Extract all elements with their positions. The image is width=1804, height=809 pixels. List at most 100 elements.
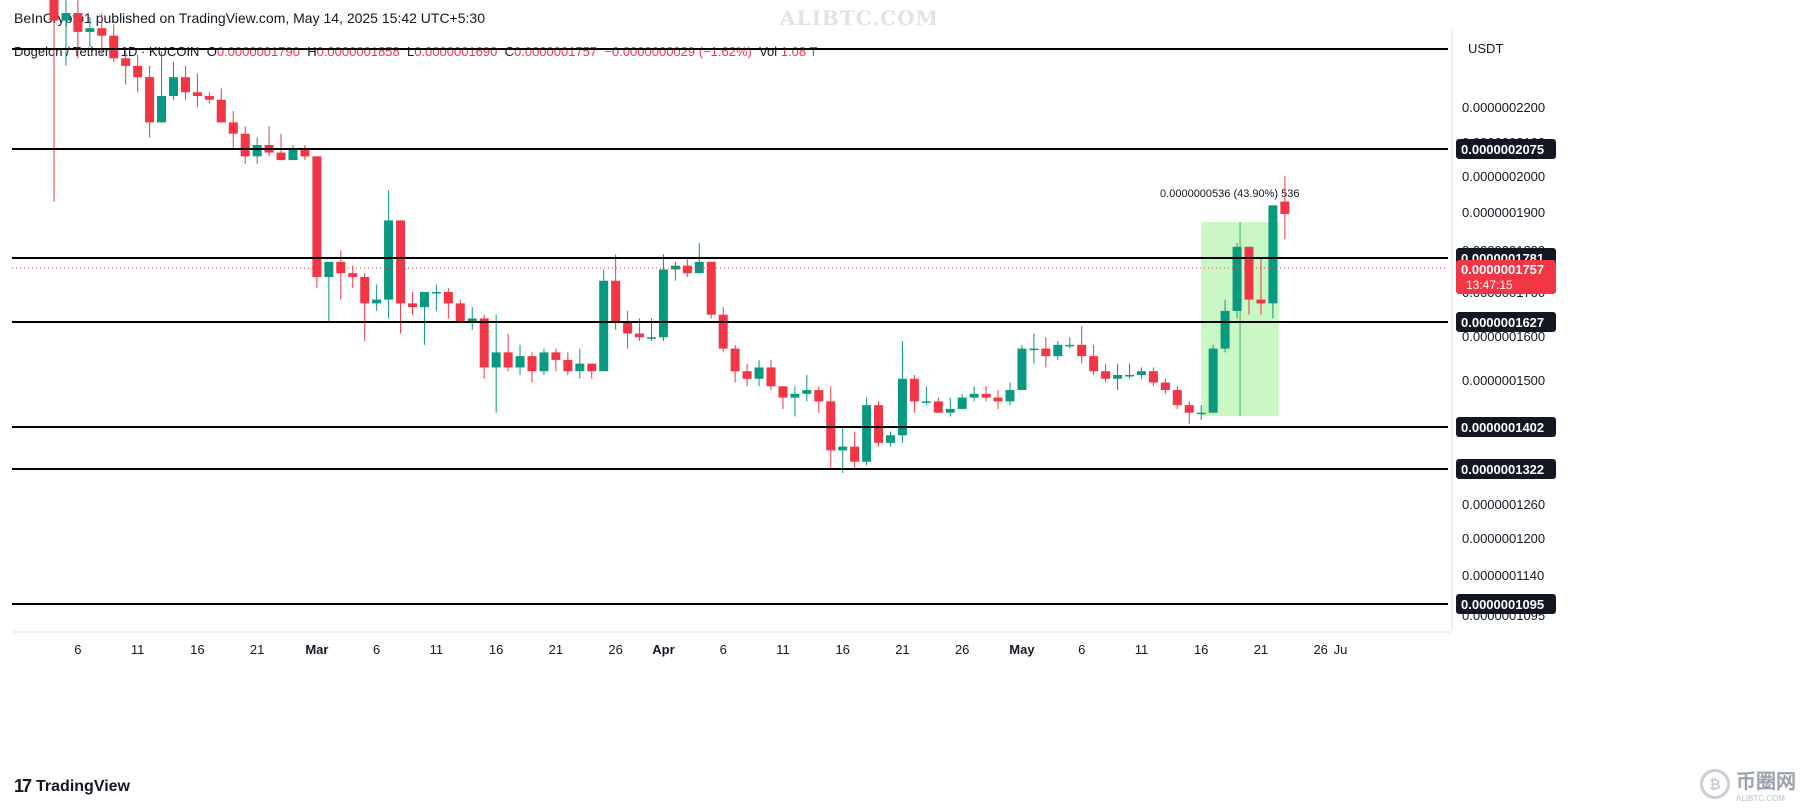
candle-body: [1113, 374, 1123, 379]
volume-label: Vol: [759, 44, 778, 59]
candle-body: [1268, 205, 1278, 304]
candle-body: [133, 65, 143, 78]
candle-body: [969, 393, 979, 398]
time-tick-label: 11: [1135, 642, 1149, 657]
candle-body: [169, 77, 178, 97]
candle-body: [921, 401, 931, 403]
candle-body: [658, 269, 668, 338]
candle-body: [754, 367, 764, 379]
candle-body: [682, 265, 692, 274]
candle-body: [384, 220, 394, 300]
current-price-tag: [1456, 260, 1556, 294]
price-tick-label: 0.0000001500: [1462, 373, 1545, 388]
candle-body: [563, 359, 573, 372]
time-tick-label: 16: [190, 642, 204, 657]
level-price-label: 0.0000001402: [1461, 420, 1544, 435]
time-tick-label: 21: [250, 642, 264, 657]
countdown-label: 13:47:15: [1466, 278, 1513, 292]
candle-body: [826, 401, 836, 451]
candle-body: [575, 363, 585, 372]
candle-body: [981, 393, 991, 398]
close-value: 0.0000001757: [514, 44, 598, 59]
candle-body: [443, 292, 453, 304]
close-label: C: [504, 44, 514, 59]
candle-body: [897, 378, 907, 436]
candle-body: [180, 77, 190, 93]
time-tick-label: 11: [430, 642, 444, 657]
candle-body: [945, 408, 955, 413]
time-tick-label: May: [1009, 642, 1035, 657]
candle-body: [814, 390, 824, 402]
candle-body: [1005, 390, 1015, 402]
tradingview-logo[interactable]: 17 TradingView: [14, 776, 130, 797]
current-price-label: 0.0000001757: [1461, 262, 1544, 277]
candle-body: [1041, 348, 1051, 357]
volume-value: 1.08 T: [780, 44, 818, 59]
time-tick-label: 11: [776, 642, 790, 657]
tradingview-brand: TradingView: [36, 777, 130, 795]
candle-body: [1256, 299, 1266, 304]
candle-body: [730, 348, 740, 372]
candle-body: [1280, 201, 1290, 215]
time-tick-label: 21: [1254, 642, 1268, 657]
price-tick-label: 0.0000002200: [1462, 100, 1545, 115]
candle-body: [1184, 405, 1194, 413]
candle-body: [551, 352, 561, 360]
level-price-label: 0.0000002075: [1461, 142, 1544, 157]
candle-body: [599, 280, 609, 372]
candle-body: [85, 28, 95, 32]
candle-body: [228, 122, 238, 134]
symbol-title[interactable]: Dogelon / Tether · 1D · KUCOIN: [14, 44, 200, 59]
candle-body: [360, 276, 370, 304]
candle-body: [1029, 348, 1039, 351]
candle-body: [1196, 412, 1206, 415]
candle-body: [216, 99, 226, 123]
candle-body: [670, 265, 680, 270]
low-label: L: [406, 44, 415, 59]
time-tick-label: 6: [1078, 642, 1085, 657]
candle-body: [527, 356, 537, 372]
time-tick-label: Ju: [1334, 642, 1348, 657]
candle-body: [706, 261, 716, 315]
candle-body: [348, 273, 358, 277]
candle-body: [874, 405, 884, 443]
candle-body: [694, 261, 704, 274]
candle-body: [1077, 344, 1087, 357]
time-tick-label: 26: [608, 642, 622, 657]
time-tick-label: 16: [489, 642, 503, 657]
candle-body: [1125, 374, 1134, 377]
candle-body: [1089, 356, 1099, 372]
candle-body: [419, 292, 429, 308]
time-tick-label: 6: [373, 642, 380, 657]
level-price-label: 0.0000001095: [1461, 597, 1544, 612]
candle-body: [1017, 348, 1027, 391]
price-tick-label: 0.0000001900: [1462, 205, 1545, 220]
time-tick-label: 6: [720, 642, 727, 657]
candle-body: [766, 367, 776, 387]
level-price-label: 0.0000001322: [1461, 462, 1544, 477]
candle-body: [886, 435, 895, 443]
measure-label: 0.0000000536 (43.90%) 536: [1160, 188, 1299, 200]
time-tick-label: 21: [895, 642, 909, 657]
low-value: 0.0000001690: [414, 44, 498, 59]
candle-body: [790, 393, 800, 398]
candle-body: [742, 371, 752, 379]
candle-body: [479, 318, 489, 368]
candle-body: [1160, 382, 1170, 391]
candle-body: [909, 378, 919, 402]
candle-body: [97, 28, 107, 36]
time-tick-label: 16: [835, 642, 849, 657]
candle-body: [802, 390, 812, 394]
high-value: 0.0000001858: [316, 44, 400, 59]
candle-body: [635, 333, 645, 338]
candle-body: [300, 148, 310, 157]
open-label: O: [206, 44, 217, 59]
level-price-tag: [1456, 459, 1556, 479]
price-tick-label: 0.0000002000: [1462, 169, 1545, 184]
candle-body: [455, 303, 465, 323]
candle-body: [611, 280, 621, 323]
time-tick-label: 11: [131, 642, 145, 657]
time-tick-label: Apr: [652, 642, 674, 657]
candle-body: [1101, 371, 1111, 379]
